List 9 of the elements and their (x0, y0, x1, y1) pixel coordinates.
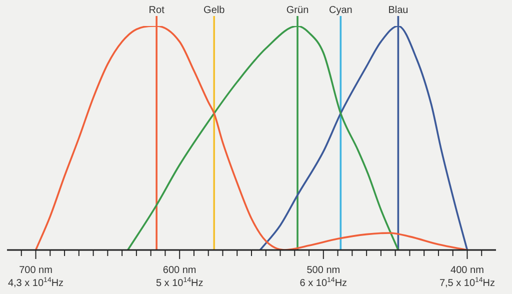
x-tick-label: 600 nm (162, 265, 196, 276)
ref-line-label: Gelb (204, 5, 226, 16)
ref-line-label: Rot (148, 5, 165, 16)
ref-line-label: Grün (286, 5, 309, 16)
ref-line-label: Cyan (329, 5, 352, 16)
x-tick-label: 700 nm (19, 265, 52, 276)
x-tick-label: 500 nm (306, 265, 340, 276)
x-tick-label: 400 nm (450, 265, 484, 276)
ref-line-label: Blau (388, 5, 408, 16)
